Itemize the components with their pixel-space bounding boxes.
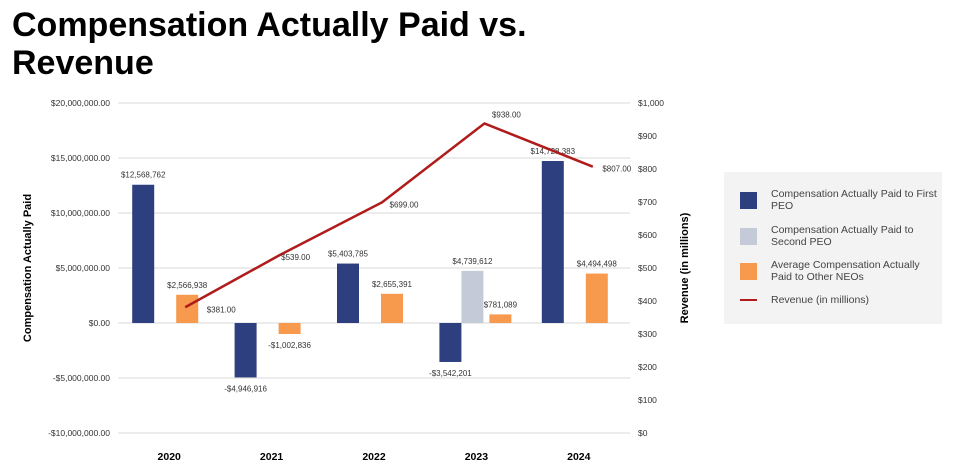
data-label-revenue: $539.00: [281, 253, 310, 262]
y2-tick-label: $100: [638, 395, 657, 405]
data-label-other-neos: $781,089: [484, 300, 518, 309]
data-label-revenue: $807.00: [602, 165, 631, 174]
legend-swatch-revenue: [740, 299, 757, 301]
data-label-other-neos: $2,566,938: [167, 281, 208, 290]
y2-tick-label: $200: [638, 362, 657, 372]
bar-first-peo: [439, 323, 462, 362]
data-label-revenue: $938.00: [492, 110, 521, 119]
data-label-first-peo: -$3,542,201: [429, 369, 472, 378]
data-label-revenue: $381.00: [207, 305, 236, 314]
legend-label-other-neos: Average Compensation Actually Paid to Ot…: [771, 259, 920, 283]
chart-title: Compensation Actually Paid vs. Revenue: [12, 6, 527, 82]
data-label-second-peo: $4,739,612: [452, 257, 493, 266]
legend-item-other-neos[interactable]: Average Compensation Actually Paid to Ot…: [740, 259, 941, 283]
legend: Compensation Actually Paid to First PEO …: [724, 172, 942, 324]
legend-label-revenue: Revenue (in millions): [771, 294, 870, 306]
y2-tick-label: $400: [638, 296, 657, 306]
y-tick-label: $15,000,000.00: [51, 153, 110, 163]
bar-other-neos: [585, 273, 608, 323]
data-label-other-neos: $2,655,391: [372, 280, 413, 289]
x-tick-label: 2021: [260, 451, 284, 463]
y-tick-label: $5,000,000.00: [56, 263, 111, 273]
legend-swatch-second-peo: [740, 227, 757, 245]
data-label-revenue: $699.00: [390, 200, 419, 209]
bar-first-peo: [132, 184, 155, 323]
bar-other-neos: [278, 323, 301, 335]
legend-item-revenue[interactable]: Revenue (in millions): [740, 294, 941, 306]
x-tick-label: 2024: [567, 451, 591, 463]
y-tick-label: -$5,000,000.00: [53, 373, 110, 383]
y2-tick-label: $300: [638, 329, 657, 339]
legend-item-first-peo[interactable]: Compensation Actually Paid to First PEO: [740, 188, 941, 212]
y-axis-title: Compensation Actually Paid: [22, 194, 34, 342]
y2-tick-label: $600: [638, 230, 657, 240]
bar-first-peo: [234, 323, 257, 378]
data-label-first-peo: $12,568,762: [121, 171, 166, 180]
legend-swatch-other-neos: [740, 262, 757, 280]
bar-second-peo: [461, 270, 484, 323]
y-tick-label: $0.00: [89, 318, 111, 328]
data-label-first-peo: $5,403,785: [328, 250, 369, 259]
revenue-line: [184, 122, 594, 309]
x-tick-label: 2022: [362, 451, 386, 463]
bar-other-neos: [489, 314, 512, 323]
bar-first-peo: [541, 160, 564, 323]
y2-tick-label: $500: [638, 263, 657, 273]
data-label-other-neos: $4,494,498: [577, 260, 618, 269]
legend-swatch-first-peo: [740, 191, 757, 209]
y-tick-label: $20,000,000.00: [51, 98, 110, 108]
y2-axis-title: Revenue (in millions): [679, 212, 691, 323]
y2-tick-label: $1,000: [638, 98, 664, 108]
bar-first-peo: [337, 263, 359, 323]
data-label-first-peo: -$4,946,916: [224, 384, 267, 393]
legend-label-first-peo: Compensation Actually Paid to First PEO: [771, 188, 937, 212]
y2-tick-label: $700: [638, 197, 657, 207]
x-tick-label: 2020: [158, 451, 182, 463]
x-tick-label: 2023: [465, 451, 489, 463]
legend-item-second-peo[interactable]: Compensation Actually Paid to Second PEO: [740, 224, 941, 248]
bar-other-neos: [381, 293, 403, 323]
data-label-other-neos: -$1,002,836: [268, 341, 311, 350]
y2-tick-label: $800: [638, 164, 657, 174]
y2-tick-label: $0: [638, 428, 648, 438]
y-tick-label: $10,000,000.00: [51, 208, 110, 218]
y-tick-label: -$10,000,000.00: [48, 428, 110, 438]
bar-other-neos: [176, 294, 199, 323]
y2-tick-label: $900: [638, 131, 657, 141]
legend-label-second-peo: Compensation Actually Paid to Second PEO: [771, 224, 914, 248]
